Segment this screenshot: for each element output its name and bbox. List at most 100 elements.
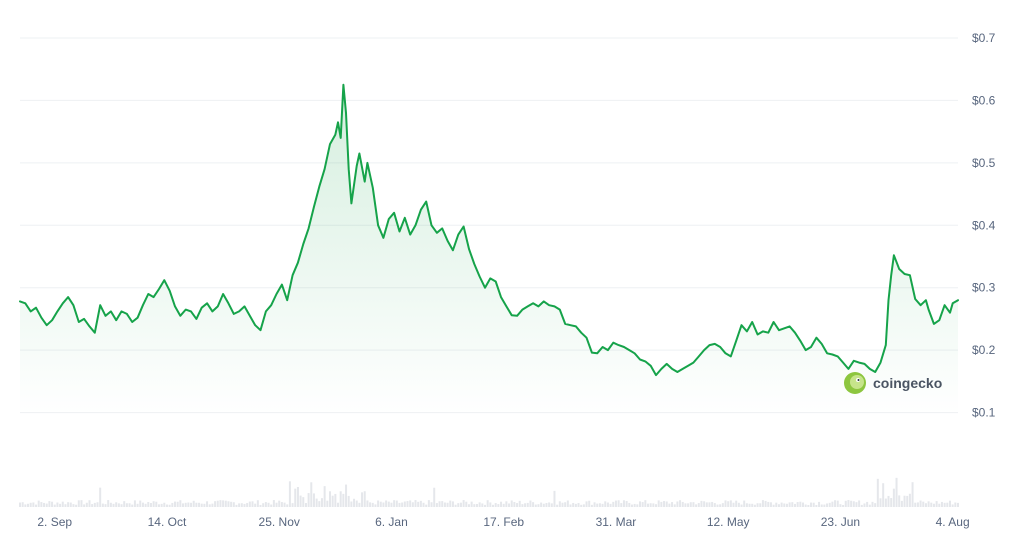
volume-bar <box>350 501 353 507</box>
y-tick-label: $0.1 <box>972 406 996 420</box>
volume-bar <box>780 502 783 507</box>
volume-bar <box>328 491 331 507</box>
volume-bar <box>109 502 112 507</box>
volume-bar <box>537 504 540 507</box>
volume-bar <box>449 500 452 507</box>
volume-bar <box>697 503 700 507</box>
volume-bar <box>804 504 807 507</box>
volume-bar <box>922 501 925 507</box>
volume-bar <box>874 503 877 507</box>
volume-bar <box>72 504 75 507</box>
volume-bar <box>310 482 313 507</box>
volume-bar <box>687 503 690 507</box>
volume-bar <box>577 503 580 507</box>
volume-bar <box>879 498 882 507</box>
volume-bar <box>486 500 489 507</box>
volume-bar <box>628 502 631 507</box>
volume-bar <box>721 503 724 507</box>
volume-bar <box>377 500 380 507</box>
volume-bar <box>598 503 601 507</box>
volume-bar <box>679 500 682 507</box>
volume-bar <box>457 503 460 507</box>
volume-bar <box>807 504 810 507</box>
volume-bar <box>286 504 289 507</box>
volume-bar <box>467 504 470 507</box>
volume-bar <box>275 502 278 507</box>
volume-bar <box>505 501 508 507</box>
volume-bar <box>908 493 911 507</box>
volume-bar <box>374 504 377 507</box>
volume-bar <box>470 501 473 507</box>
volume-bar <box>655 504 658 507</box>
volume-bar <box>24 504 27 507</box>
volume-bar <box>267 502 270 507</box>
volume-bar <box>951 504 954 507</box>
volume-bar <box>216 500 219 507</box>
volume-bar <box>775 502 778 507</box>
volume-bar <box>548 502 551 507</box>
volume-bar <box>96 502 99 507</box>
volume-bar <box>219 500 222 507</box>
volume-bar <box>112 503 115 507</box>
volume-bar <box>617 500 620 507</box>
volume-bar <box>398 502 401 507</box>
volume-bar <box>441 501 444 507</box>
volume-bar <box>903 495 906 507</box>
volume-bar <box>443 502 446 507</box>
y-tick-label: $0.5 <box>972 156 996 170</box>
volume-bar <box>542 503 545 507</box>
volume-bar <box>323 486 326 507</box>
volume-bar <box>184 502 187 507</box>
volume-bar <box>524 503 527 507</box>
volume-bar <box>473 504 476 507</box>
volume-bar <box>149 502 152 507</box>
volume-bar <box>534 504 537 507</box>
volume-bar <box>665 501 668 507</box>
volume-bar <box>564 502 567 507</box>
volume-bar <box>37 500 40 507</box>
gecko-logo-inner-icon <box>850 375 864 389</box>
volume-bar <box>136 503 139 507</box>
volume-bar <box>115 502 118 507</box>
volume-bar <box>43 502 46 507</box>
volume-bar <box>850 500 853 507</box>
x-tick-label: 23. Jun <box>821 515 860 529</box>
volume-bar <box>77 500 80 507</box>
volume-bar <box>165 504 168 507</box>
volume-bar <box>641 502 644 507</box>
volume-bar <box>19 502 21 507</box>
x-tick-label: 4. Aug <box>936 515 970 529</box>
volume-bar <box>622 500 625 507</box>
volume-bar <box>326 500 329 507</box>
volume-bar <box>842 504 845 507</box>
volume-bar <box>198 502 201 507</box>
volume-bar <box>756 503 759 507</box>
volume-bar <box>529 500 532 507</box>
volume-bar <box>403 501 406 507</box>
volume-bar <box>876 478 879 507</box>
volume-bar <box>56 502 59 507</box>
volume-bar <box>700 500 703 507</box>
volume-bar <box>823 504 826 507</box>
volume-bar <box>769 502 772 507</box>
volume-bar <box>320 498 323 507</box>
volume-bar <box>347 495 350 507</box>
volume-bar <box>657 500 660 507</box>
volume-bar <box>574 503 577 507</box>
volume-bar <box>371 502 374 507</box>
volume-bar <box>67 502 70 507</box>
volume-bar <box>262 503 265 507</box>
volume-bar <box>259 504 262 507</box>
volume-bar <box>107 500 110 507</box>
volume-bar <box>45 503 48 507</box>
volume-bar <box>401 502 404 507</box>
volume-bar <box>638 501 641 507</box>
volume-bar <box>299 495 302 507</box>
volume-bar <box>492 504 495 507</box>
volume-bars <box>19 477 959 507</box>
volume-bar <box>558 501 561 507</box>
volume-bar <box>860 504 863 507</box>
volume-bar <box>561 502 564 507</box>
volume-bar <box>737 502 740 507</box>
